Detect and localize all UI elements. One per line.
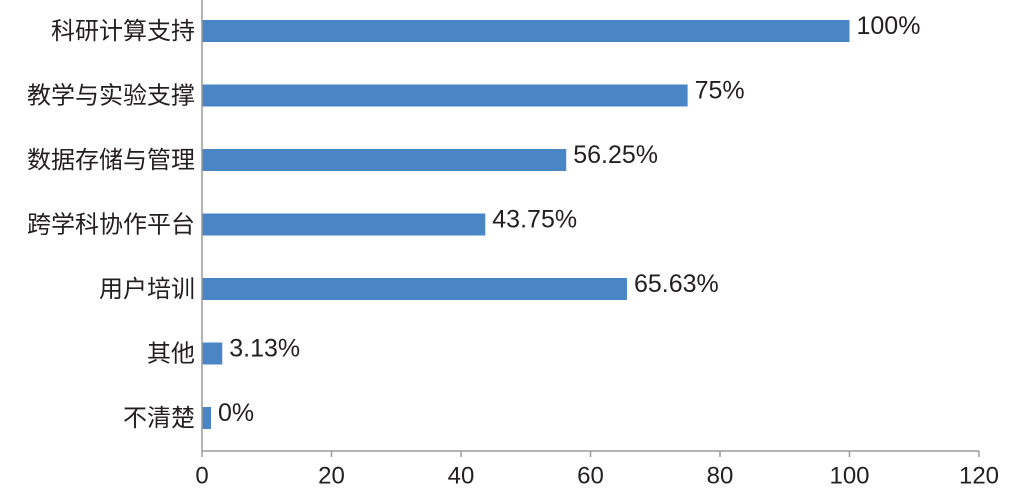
bar-6 — [202, 342, 223, 365]
bar-2 — [202, 84, 688, 107]
bar-1 — [202, 20, 850, 42]
category-label: 教学与实验支撑 — [27, 82, 195, 110]
x-tick-label: 40 — [448, 463, 475, 490]
category-label: 科研计算支持 — [51, 17, 195, 45]
x-tick-label: 80 — [707, 463, 734, 490]
bars-layer — [202, 20, 850, 429]
category-label: 用户培训 — [99, 275, 195, 303]
category-label: 其他 — [147, 340, 195, 368]
x-tick-label: 60 — [577, 463, 604, 490]
data-label: 3.13% — [229, 335, 300, 363]
labels-layer: 科研计算支持 100% 教学与实验支撑 75% 数据存储与管理 56.25% 跨学科协作平台… — [27, 12, 920, 432]
x-axis: 0 20 40 60 80 100 120 — [195, 0, 999, 490]
data-label: 56.25% — [573, 141, 658, 169]
bar-7 — [202, 407, 211, 429]
x-tick-label: 0 — [195, 463, 208, 490]
category-label: 数据存储与管理 — [27, 146, 195, 174]
bar-3 — [202, 149, 567, 171]
bar-4 — [202, 213, 486, 236]
category-label: 不清楚 — [123, 404, 195, 432]
category-label: 跨学科协作平台 — [27, 211, 195, 239]
bar-5 — [202, 278, 627, 300]
data-label: 43.75% — [492, 206, 577, 234]
data-label: 75% — [695, 77, 745, 105]
x-tick-label: 120 — [959, 463, 999, 490]
data-label: 0% — [218, 399, 254, 427]
x-tick-label: 20 — [318, 463, 345, 490]
x-tick-label: 100 — [829, 463, 869, 490]
data-label: 100% — [857, 12, 921, 40]
data-label: 65.63% — [634, 270, 719, 298]
